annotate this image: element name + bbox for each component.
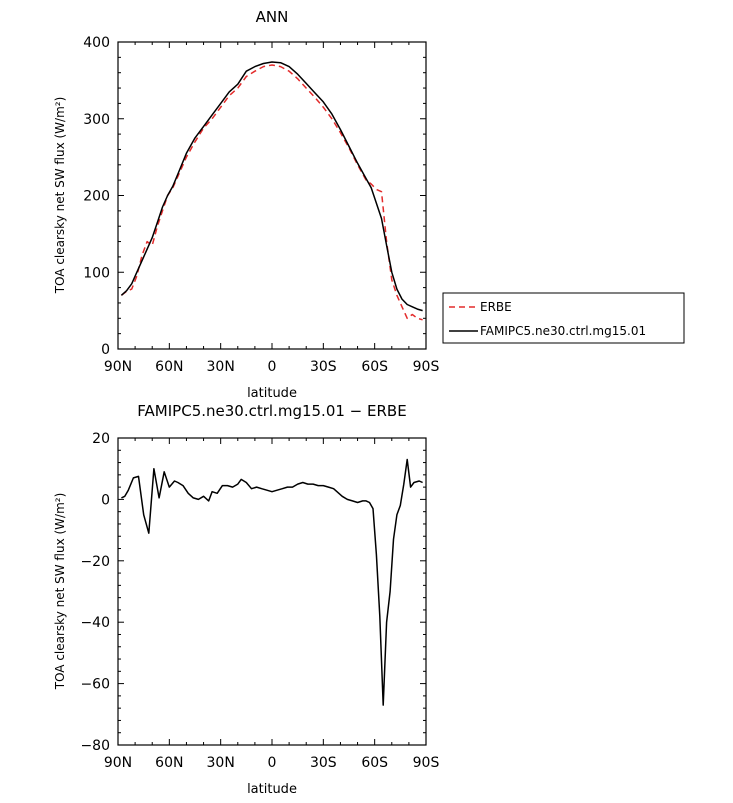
y-tick-label: −20 bbox=[80, 554, 110, 570]
x-tick-label: 90N bbox=[104, 755, 132, 771]
panel1-frame bbox=[117, 41, 427, 350]
panel-difference: FAMIPC5.ne30.ctrl.mg15.01 − ERBE 90N 60N 3… bbox=[53, 402, 439, 797]
series-line-erbe bbox=[120, 64, 423, 321]
panel1-y-tick-labels: 0 100 200 300 400 bbox=[83, 35, 110, 358]
x-tick-label: 60N bbox=[155, 359, 183, 375]
panel1-x-tick-labels: 90N 60N 30N 0 30S 60S 90S bbox=[104, 359, 440, 375]
panel2-x-axis-label: latitude bbox=[247, 782, 297, 797]
panel1-tick-marks bbox=[117, 41, 427, 350]
legend-label-erbe: ERBE bbox=[480, 300, 512, 314]
y-tick-label: 300 bbox=[83, 112, 110, 128]
y-tick-label: −60 bbox=[80, 677, 110, 693]
x-tick-label: 60N bbox=[155, 755, 183, 771]
series-line-famipc5-ne30-ctrl-mg15-01 bbox=[120, 61, 423, 312]
y-tick-label: 0 bbox=[101, 492, 110, 508]
x-tick-label: 30N bbox=[207, 755, 235, 771]
panel1-series-lines bbox=[120, 61, 423, 321]
series-line-difference bbox=[121, 458, 423, 706]
x-tick-label: 60S bbox=[361, 755, 388, 771]
legend: ERBE FAMIPC5.ne30.ctrl.mg15.01 bbox=[442, 292, 685, 344]
x-tick-label: 0 bbox=[268, 359, 277, 375]
y-tick-label: −80 bbox=[80, 738, 110, 754]
panel2-x-tick-labels: 90N 60N 30N 0 30S 60S 90S bbox=[104, 755, 440, 771]
panel2-y-axis-label: TOA clearsky net SW flux (W/m²) bbox=[53, 493, 67, 691]
x-tick-label: 30S bbox=[310, 755, 337, 771]
y-tick-label: −40 bbox=[80, 615, 110, 631]
panel1-y-axis-label: TOA clearsky net SW flux (W/m²) bbox=[53, 97, 67, 295]
y-tick-label: 20 bbox=[92, 431, 110, 447]
x-tick-label: 90S bbox=[413, 359, 440, 375]
panel2-series-lines bbox=[121, 458, 423, 706]
x-tick-label: 60S bbox=[361, 359, 388, 375]
panel1-title: ANN bbox=[256, 8, 289, 26]
x-tick-label: 30S bbox=[310, 359, 337, 375]
panel-annual-mean: ANN 90N 60N 30N 0 30S 60S 90S 0 100 200 300 400 la… bbox=[53, 8, 439, 401]
x-tick-label: 30N bbox=[207, 359, 235, 375]
panel2-title: FAMIPC5.ne30.ctrl.mg15.01 − ERBE bbox=[137, 402, 406, 420]
panel2-y-tick-labels: −80 −60 −40 −20 0 20 bbox=[80, 431, 110, 754]
y-tick-label: 400 bbox=[83, 35, 110, 51]
panel2-tick-marks bbox=[117, 437, 427, 746]
y-tick-label: 200 bbox=[83, 189, 110, 205]
y-tick-label: 0 bbox=[101, 342, 110, 358]
y-tick-label: 100 bbox=[83, 265, 110, 281]
panel2-frame bbox=[117, 437, 427, 746]
legend-box bbox=[442, 292, 685, 344]
x-tick-label: 0 bbox=[268, 755, 277, 771]
x-tick-label: 90S bbox=[413, 755, 440, 771]
legend-label-model: FAMIPC5.ne30.ctrl.mg15.01 bbox=[480, 324, 646, 338]
panel1-x-axis-label: latitude bbox=[247, 386, 297, 401]
x-tick-label: 90N bbox=[104, 359, 132, 375]
